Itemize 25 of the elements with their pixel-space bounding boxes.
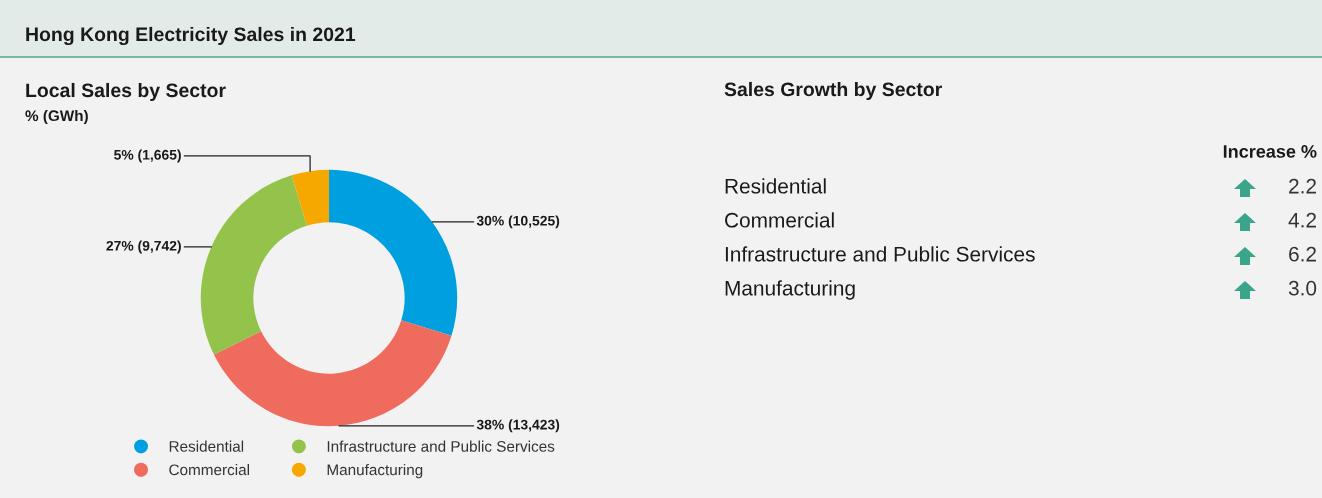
- text: Sales Growth by Sector: [724, 81, 942, 101]
- category-label: Residential: [725, 178, 826, 194]
- legend-label: Manufacturing: [327, 464, 423, 479]
- chart-title: Hong Kong Electricity Sales in 2021: [26, 26, 356, 46]
- legend-label: Infrastructure and Public Services: [327, 440, 555, 452]
- data-label: 27% (9,742): [106, 240, 181, 254]
- category-label: Manufacturing: [725, 280, 855, 300]
- data-label: 6.2: [1289, 246, 1316, 262]
- chart-subtitle: Local Sales by Sector: [26, 82, 226, 102]
- data-label: 5% (1,665): [114, 149, 181, 163]
- category-label: Infrastructure and Public Services: [725, 246, 1035, 262]
- data-label: 30% (10,525): [476, 215, 560, 229]
- donut-slice: [291, 169, 329, 226]
- donut-slice: [213, 320, 452, 427]
- text: % (GWh): [25, 109, 88, 125]
- legend-label: Residential: [169, 440, 244, 452]
- legend-label: Commercial: [169, 464, 249, 476]
- data-label: 38% (13,423): [476, 419, 560, 433]
- text: Increase %: [1223, 145, 1317, 158]
- data-label: 3.0: [1288, 280, 1317, 296]
- donut-slice: [200, 175, 307, 355]
- category-label: Commercial: [725, 212, 834, 228]
- donut-slice: [329, 169, 458, 336]
- data-label: 2.2: [1289, 178, 1316, 194]
- data-label: 4.2: [1288, 212, 1316, 228]
